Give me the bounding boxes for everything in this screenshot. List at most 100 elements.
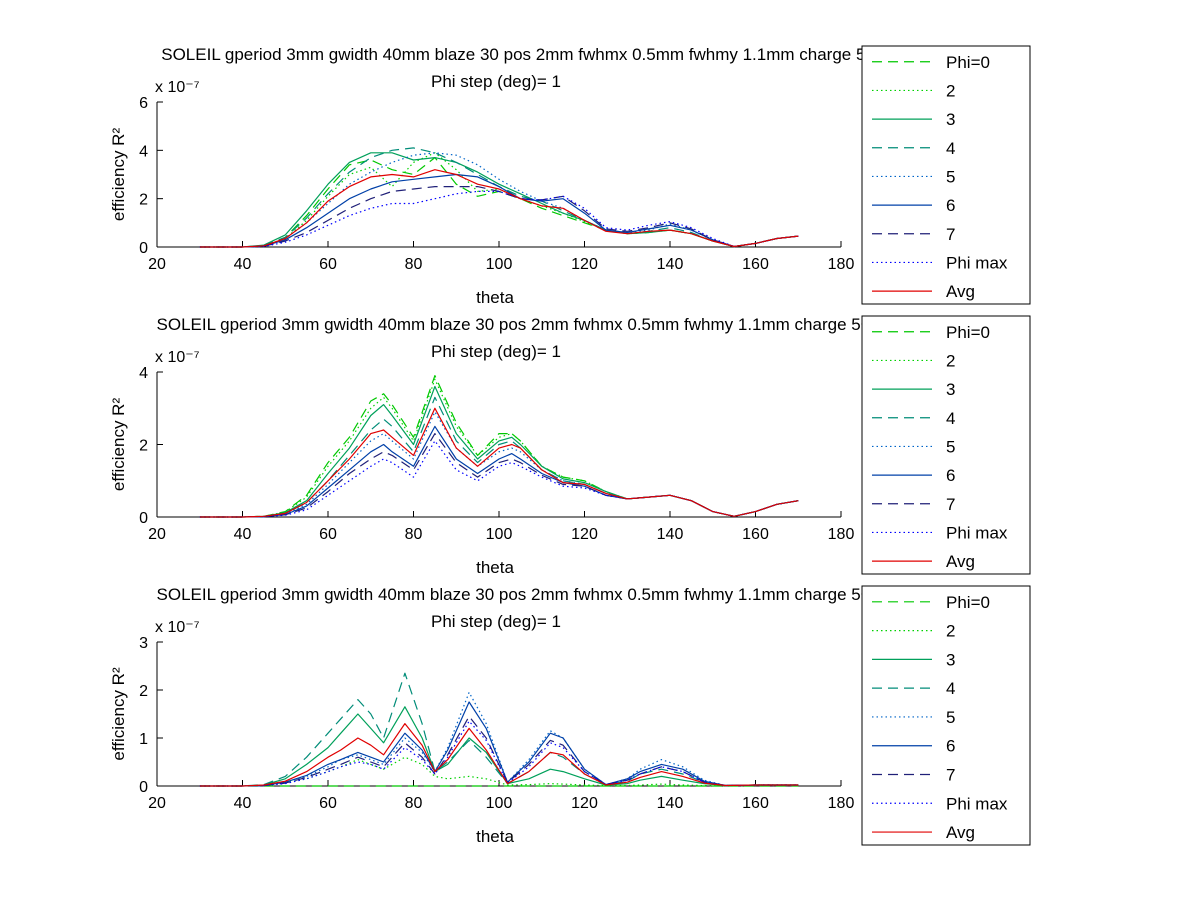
x-tick-label: 60: [319, 795, 337, 812]
legend-entry-label: 6: [946, 196, 955, 215]
chart-panel-2: SOLEIL gperiod 3mm gwidth 40mm blaze 30 …: [109, 315, 1031, 577]
x-axis-label: theta: [476, 558, 514, 577]
series-line-4: [199, 396, 799, 518]
x-tick-label: 180: [828, 526, 855, 543]
x-tick-label: 140: [657, 256, 684, 273]
series-line-5: [199, 152, 799, 248]
y-tick-label: 0: [139, 240, 148, 257]
series-line-5: [199, 411, 799, 518]
x-tick-label: 160: [742, 256, 769, 273]
chart-subtitle: Phi step (deg)= 1: [431, 612, 561, 631]
legend-box: [861, 315, 1031, 575]
legend-entry-label: 7: [946, 495, 955, 514]
chart-title: SOLEIL gperiod 3mm gwidth 40mm blaze 30 …: [157, 585, 934, 604]
legend-entry-label: Phi=0: [946, 323, 990, 342]
legend-entry-label: 3: [946, 380, 955, 399]
chart-subtitle: Phi step (deg)= 1: [431, 72, 561, 91]
x-tick-label: 60: [319, 256, 337, 273]
legend-box: [861, 45, 1031, 305]
y-tick-label: 2: [139, 683, 148, 700]
legend-entry-label: 4: [946, 409, 955, 428]
legend-entry-label: 5: [946, 437, 955, 456]
x-tick-label: 20: [148, 526, 166, 543]
y-axis-label: efficiency R²: [109, 128, 128, 222]
chart-subtitle: Phi step (deg)= 1: [431, 342, 561, 361]
y-scale-label: x 10⁻⁷: [155, 349, 200, 366]
y-tick-label: 4: [139, 365, 148, 382]
legend-entry-label: 4: [946, 139, 955, 158]
y-tick-label: 3: [139, 635, 148, 652]
series-line-3: [199, 706, 799, 787]
legend-entry-label: 7: [946, 225, 955, 244]
series-line-3: [199, 152, 799, 248]
y-tick-label: 1: [139, 731, 148, 748]
legend-entry-label: Avg: [946, 282, 975, 301]
legend-entry-label: Phi max: [946, 523, 1008, 542]
x-tick-label: 80: [405, 256, 423, 273]
series-line-4: [199, 147, 799, 248]
series-line-6: [199, 425, 799, 518]
legend: Phi=0 2 3 4 5 6 7 Phi max Avg: [861, 315, 1031, 575]
chart-title: SOLEIL gperiod 3mm gwidth 40mm blaze 30 …: [161, 45, 929, 64]
y-scale-label: x 10⁻⁷: [155, 619, 200, 636]
series-line-avg: [199, 722, 799, 787]
series-line-avg: [199, 169, 799, 248]
x-tick-label: 100: [486, 795, 513, 812]
x-tick-label: 140: [657, 526, 684, 543]
legend-entry-label: Avg: [946, 552, 975, 571]
legend-entry-label: Phi=0: [946, 53, 990, 72]
y-tick-label: 4: [139, 143, 148, 160]
legend: Phi=0 2 3 4 5 6 7 Phi max Avg: [861, 45, 1031, 305]
x-tick-label: 120: [571, 795, 598, 812]
series-line-phi-max: [199, 720, 799, 787]
series-line-4: [199, 672, 799, 787]
legend-box: [861, 585, 1031, 846]
legend-entry-label: 3: [946, 650, 955, 669]
y-tick-label: 2: [139, 192, 148, 209]
legend: Phi=0 2 3 4 5 6 7 Phi max Avg: [861, 585, 1031, 846]
chart-title: SOLEIL gperiod 3mm gwidth 40mm blaze 30 …: [157, 315, 934, 334]
legend-entry-label: 7: [946, 765, 955, 784]
y-scale-label: x 10⁻⁷: [155, 79, 200, 96]
x-tick-label: 80: [405, 526, 423, 543]
x-axis-label: theta: [476, 827, 514, 846]
y-tick-label: 2: [139, 438, 148, 455]
chart-panel-1: SOLEIL gperiod 3mm gwidth 40mm blaze 30 …: [109, 45, 1031, 307]
x-tick-label: 80: [405, 795, 423, 812]
x-tick-label: 120: [571, 526, 598, 543]
x-tick-label: 160: [742, 795, 769, 812]
x-tick-label: 180: [828, 256, 855, 273]
series-line-6: [199, 701, 799, 787]
series-line-avg: [199, 407, 799, 518]
x-tick-label: 120: [571, 256, 598, 273]
y-tick-label: 6: [139, 95, 148, 112]
x-tick-label: 60: [319, 526, 337, 543]
x-tick-label: 100: [486, 526, 513, 543]
series-line-6: [199, 173, 799, 248]
series-line-phi-0: [199, 157, 799, 248]
series-line-7: [199, 433, 799, 518]
legend-entry-label: 4: [946, 679, 955, 698]
x-tick-label: 40: [234, 256, 252, 273]
legend-entry-label: 3: [946, 110, 955, 129]
y-tick-label: 0: [139, 510, 148, 527]
x-tick-label: 40: [234, 795, 252, 812]
legend-entry-label: 6: [946, 737, 955, 756]
legend-entry-label: 5: [946, 167, 955, 186]
y-axis-label: efficiency R²: [109, 667, 128, 761]
x-tick-label: 100: [486, 256, 513, 273]
series-line-2: [199, 152, 799, 248]
x-tick-label: 180: [828, 795, 855, 812]
legend-entry-label: Phi max: [946, 253, 1008, 272]
legend-entry-label: 2: [946, 622, 955, 641]
legend-entry-label: Phi=0: [946, 593, 990, 612]
legend-entry-label: 2: [946, 351, 955, 370]
series-line-7: [199, 186, 799, 248]
legend-entry-label: 2: [946, 81, 955, 100]
chart-panel-3: SOLEIL gperiod 3mm gwidth 40mm blaze 30 …: [109, 585, 1031, 846]
y-tick-label: 0: [139, 779, 148, 796]
series-line-5: [199, 691, 799, 787]
x-tick-label: 20: [148, 795, 166, 812]
legend-entry-label: Avg: [946, 823, 975, 842]
